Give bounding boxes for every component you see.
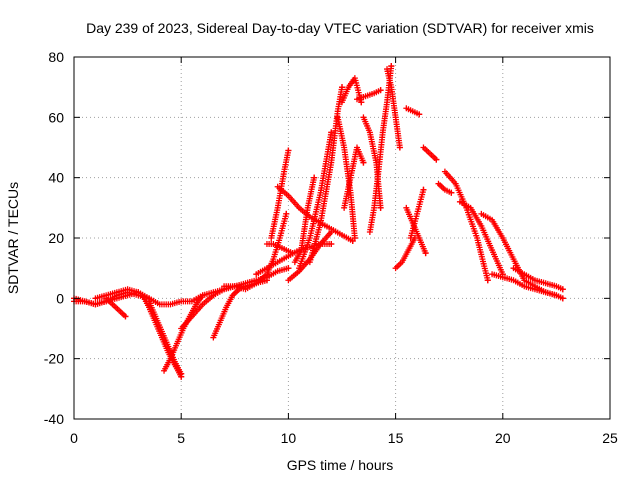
data-point [360, 159, 367, 166]
series-arc-19 [334, 114, 358, 241]
series-arc-18 [306, 84, 345, 266]
series-arc-20 [339, 75, 365, 106]
data-point [433, 156, 440, 163]
data-point [396, 144, 403, 151]
series-arc-35 [489, 271, 560, 299]
data-point [285, 147, 292, 154]
data-point [416, 111, 423, 118]
data-point [388, 63, 395, 70]
data-point [349, 238, 356, 245]
y-tick-label: 80 [48, 49, 64, 65]
y-tick-label: -40 [44, 411, 64, 427]
data-point [377, 204, 384, 211]
data-point [339, 84, 345, 91]
series-arc-25 [384, 66, 403, 151]
data-point [448, 189, 455, 196]
data-point [311, 174, 318, 181]
data-point [351, 235, 358, 241]
data-point [484, 277, 491, 284]
series-arc-12 [263, 241, 296, 257]
tick-labels: 0 5 10 15 20 25 -40 -20 0 20 40 60 80 [44, 49, 618, 446]
grid-lines [74, 57, 610, 419]
data-point [559, 286, 566, 293]
data-point [263, 277, 270, 284]
series-arc-36 [510, 265, 566, 293]
x-tick-label: 25 [602, 430, 618, 446]
data-point [553, 292, 560, 299]
data-points [71, 63, 566, 380]
series-arc-2 [71, 289, 142, 308]
data-point [328, 129, 335, 136]
data-point [285, 265, 292, 272]
x-tick-label: 0 [70, 430, 78, 446]
x-tick-label: 20 [495, 430, 511, 446]
y-axis-label: SDTVAR / TECUs [5, 182, 21, 294]
y-tick-label: -20 [44, 351, 64, 367]
y-tick-label: 0 [56, 290, 64, 306]
series-arc-4 [103, 295, 129, 320]
data-point [283, 210, 290, 217]
x-tick-label: 5 [177, 430, 185, 446]
x-axis-label: GPS time / hours [287, 457, 394, 473]
series-arc-26 [392, 235, 418, 272]
series-arc-7 [161, 292, 206, 374]
x-tick-label: 10 [281, 430, 297, 446]
series-arc-16 [291, 174, 318, 266]
data-point [199, 292, 206, 299]
series-arc-6 [146, 298, 185, 377]
series-arc-30 [420, 144, 440, 163]
data-point [328, 241, 335, 248]
series-arc-31 [435, 180, 455, 196]
data-point [178, 370, 185, 377]
series-arc-17 [296, 129, 335, 272]
data-point [328, 228, 335, 235]
series-arc-21 [341, 144, 367, 211]
y-tick-label: 40 [48, 170, 64, 186]
x-tick-label: 15 [388, 430, 404, 446]
series-arc-22 [354, 87, 384, 103]
data-point [420, 186, 427, 193]
data-point [559, 295, 566, 302]
y-tick-label: 20 [48, 230, 64, 246]
y-tick-label: 60 [48, 109, 64, 125]
axis-ticks [73, 56, 611, 420]
data-point [122, 313, 129, 320]
series-arc-29 [407, 186, 427, 241]
data-point [289, 250, 296, 257]
series-arc-28 [403, 204, 429, 257]
data-point [377, 87, 384, 94]
series-arc-27 [403, 105, 423, 118]
data-point [422, 250, 429, 257]
chart-title: Day 239 of 2023, Sidereal Day-to-day VTE… [86, 20, 594, 36]
